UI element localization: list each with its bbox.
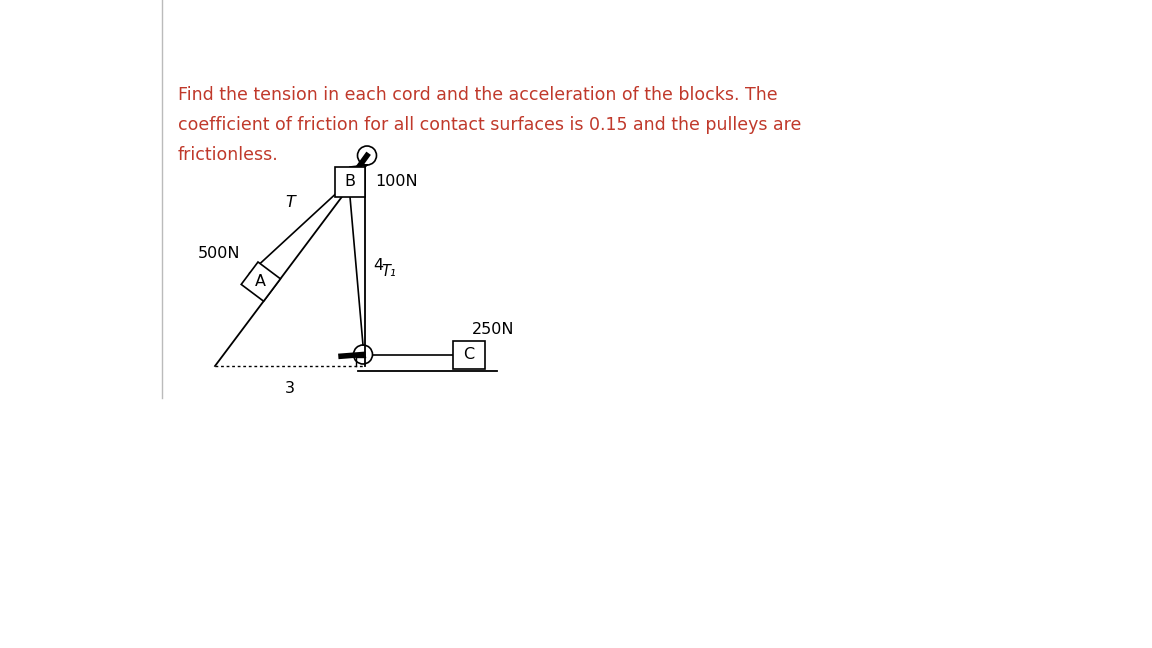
Text: frictionless.: frictionless. <box>179 146 279 164</box>
Text: Find the tension in each cord and the acceleration of the blocks. The: Find the tension in each cord and the ac… <box>179 86 778 104</box>
Polygon shape <box>241 262 280 301</box>
Text: A: A <box>256 274 266 289</box>
Text: 250N: 250N <box>472 321 515 336</box>
Text: coefficient of friction for all contact surfaces is 0.15 and the pulleys are: coefficient of friction for all contact … <box>179 116 802 134</box>
Text: B: B <box>344 174 356 189</box>
Text: 3: 3 <box>285 381 295 396</box>
Text: T: T <box>286 195 295 210</box>
Bar <box>335 167 365 197</box>
Text: T₁: T₁ <box>381 264 396 279</box>
Text: 500N: 500N <box>197 246 240 261</box>
Text: 4: 4 <box>373 259 384 273</box>
Bar <box>453 340 485 369</box>
Text: 100N: 100N <box>376 174 418 189</box>
Text: C: C <box>463 347 475 362</box>
